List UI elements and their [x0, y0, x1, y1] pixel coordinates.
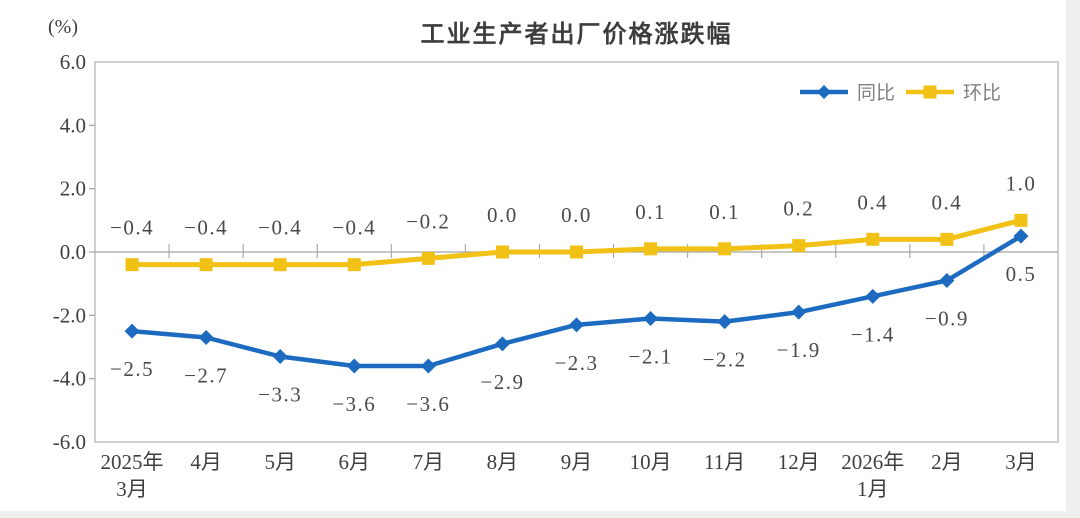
data-point-marker-square	[421, 251, 435, 265]
data-label: −2.2	[703, 348, 747, 372]
data-label: −3.3	[258, 383, 302, 407]
data-point-marker-square	[1014, 213, 1028, 227]
y-axis-tick-label: 6.0	[60, 50, 86, 74]
data-label: 0.0	[487, 203, 518, 227]
data-point-marker-diamond	[124, 323, 140, 339]
data-point-marker-diamond	[346, 358, 362, 374]
data-label: −0.4	[184, 216, 228, 240]
data-point-marker-square	[347, 258, 361, 272]
data-point-marker-square	[644, 242, 658, 256]
x-axis-category-label: 3月	[1005, 450, 1037, 474]
data-point-marker-square	[792, 239, 806, 253]
y-axis-tick-label: -2.0	[53, 303, 86, 327]
data-label: −0.4	[332, 216, 376, 240]
data-label: 0.5	[1006, 262, 1037, 286]
data-label: 0.4	[857, 190, 888, 214]
x-axis-category-label: 2025年	[101, 450, 164, 474]
x-axis-category-label: 6月	[339, 450, 371, 474]
data-label: −0.9	[925, 307, 969, 331]
data-label: −2.7	[184, 364, 228, 388]
y-axis-tick-label: 0.0	[60, 240, 86, 264]
x-axis-category-label: 2月	[931, 450, 963, 474]
page-edge-bottom	[0, 511, 1080, 518]
data-point-marker-diamond	[791, 304, 807, 320]
data-point-marker-square	[570, 245, 583, 259]
data-label: 0.2	[783, 197, 814, 221]
data-label: −1.9	[777, 338, 821, 362]
x-axis-category-label: 2026年	[841, 450, 904, 474]
y-axis-tick-label: -4.0	[53, 367, 86, 391]
data-label: −1.4	[851, 322, 895, 346]
data-point-marker-diamond	[939, 273, 955, 288]
data-label: 0.4	[932, 190, 963, 214]
data-point-marker-diamond	[865, 288, 881, 304]
data-point-marker-diamond	[494, 336, 510, 352]
legend-label: 环比	[963, 82, 1001, 104]
data-label: −2.3	[554, 351, 598, 375]
x-axis-category-label: 3月	[116, 477, 148, 501]
data-label: −2.9	[480, 370, 524, 394]
y-axis-unit-label: (%)	[48, 16, 78, 38]
legend-marker-square	[923, 85, 937, 99]
data-point-marker-diamond	[717, 314, 733, 330]
data-label: −0.4	[110, 216, 154, 240]
legend-item-环比[interactable]: 环比	[906, 82, 1001, 104]
data-label: −0.4	[258, 216, 302, 240]
data-label: 0.0	[561, 203, 592, 227]
data-point-marker-diamond	[420, 358, 436, 374]
data-point-marker-square	[273, 258, 287, 272]
data-point-marker-square	[125, 258, 139, 272]
x-axis-category-label: 12月	[778, 450, 820, 474]
chart-title: 工业生产者出厂价格涨跌幅	[420, 21, 733, 48]
x-axis-category-label: 5月	[264, 450, 296, 474]
y-axis-tick-label: 2.0	[60, 177, 86, 201]
x-axis-category-label: 10月	[630, 450, 672, 474]
data-point-marker-square	[199, 258, 213, 272]
y-axis-tick-label: -6.0	[53, 430, 86, 454]
series-同比: −2.5 −2.7 −3.3 −3.6 −3.6 −2.9 −2.3 −2.1 −2.2 −1.9…	[110, 228, 1037, 416]
data-point-marker-diamond	[569, 317, 584, 333]
data-point-marker-square	[940, 232, 954, 246]
legend: 同比 环比	[800, 82, 1001, 104]
x-axis-category-label: 1月	[857, 477, 889, 501]
data-label: −2.5	[110, 357, 154, 381]
y-axis-tick-label: 4.0	[60, 113, 86, 137]
data-point-marker-diamond	[643, 311, 659, 326]
data-label: −2.1	[629, 345, 673, 369]
data-point-marker-square	[866, 232, 880, 246]
data-point-marker-diamond	[272, 349, 288, 364]
data-point-marker-square	[495, 245, 509, 259]
data-point-marker-diamond	[1013, 228, 1029, 244]
data-point-marker-diamond	[198, 330, 214, 345]
x-axis-category-label: 7月	[413, 450, 445, 474]
x-axis-category-label: 11月	[704, 450, 745, 474]
data-label: −3.6	[332, 392, 376, 416]
series-环比: −0.4 −0.4 −0.4 −0.4 −0.2 0.0 0.0 0.1 0.1 0.2 0.4 0.…	[110, 171, 1037, 272]
data-label: 0.1	[709, 200, 740, 224]
x-axis-category-label: 8月	[487, 450, 519, 474]
legend-item-同比[interactable]: 同比	[800, 82, 895, 104]
legend-label: 同比	[857, 82, 895, 104]
data-label: 0.1	[635, 200, 666, 224]
legend-marker-diamond	[817, 85, 831, 99]
x-axis-category-label: 4月	[190, 450, 222, 474]
data-label: −0.2	[406, 209, 450, 233]
data-point-marker-square	[718, 242, 732, 256]
page-edge-right	[1066, 0, 1080, 518]
data-label: 1.0	[1006, 171, 1037, 195]
data-label: −3.6	[406, 392, 450, 416]
x-axis-category-label: 9月	[561, 450, 593, 474]
